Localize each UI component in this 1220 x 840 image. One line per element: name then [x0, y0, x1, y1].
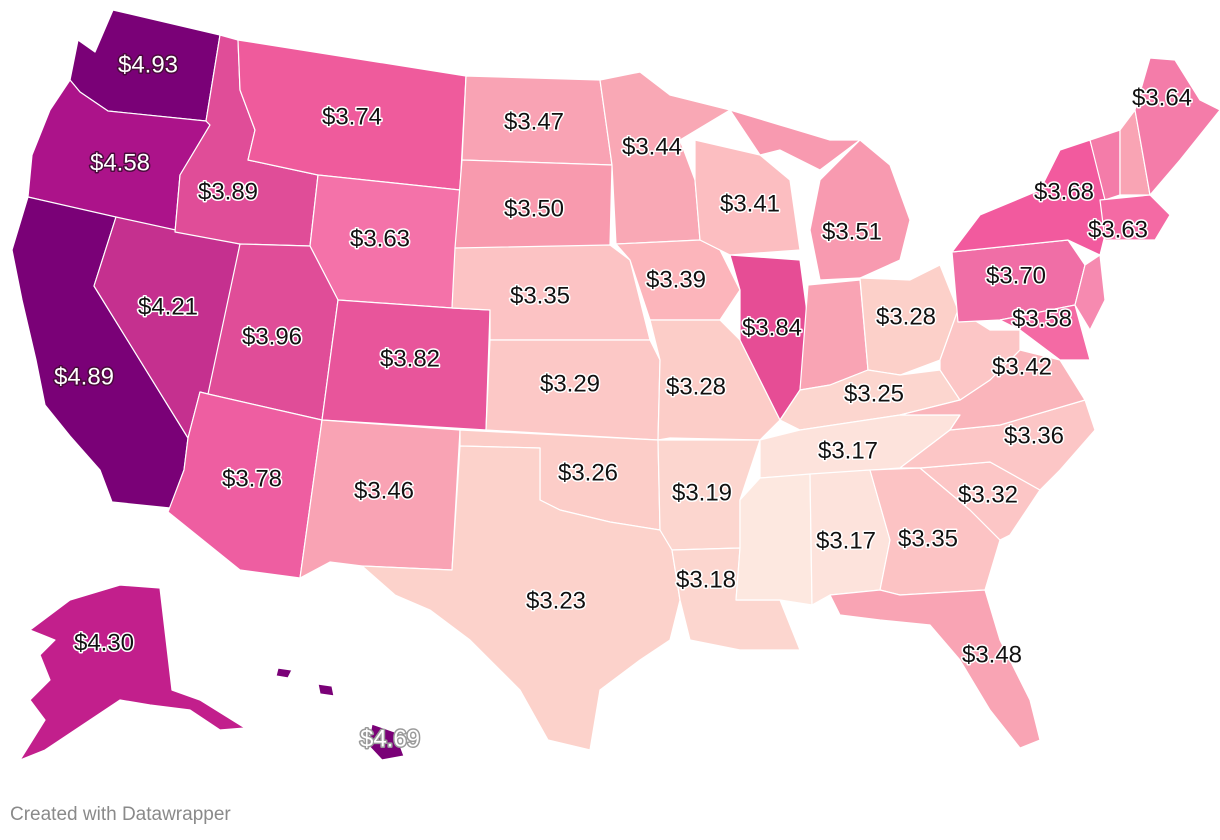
- price-label-WI: $3.41: [720, 190, 780, 217]
- price-label-OR: $4.58: [90, 149, 150, 176]
- price-label-NC: $3.36: [1004, 422, 1064, 449]
- price-label-CO: $3.82: [380, 345, 440, 372]
- price-label-WA: $4.93: [118, 51, 178, 78]
- price-label-LA: $3.18: [676, 566, 736, 593]
- price-label-IA: $3.39: [646, 266, 706, 293]
- state-FL[interactable]: [829, 589, 1041, 749]
- price-label-MO: $3.28: [666, 373, 726, 400]
- price-label-ID: $3.89: [198, 178, 258, 205]
- state-MI[interactable]: [809, 139, 911, 281]
- state-shapes: [11, 9, 1220, 761]
- state-ME[interactable]: [1134, 57, 1220, 196]
- price-label-PA: $3.70: [986, 262, 1046, 289]
- price-label-IL: $3.84: [742, 314, 802, 341]
- state-MI-upper[interactable]: [729, 109, 861, 171]
- price-label-MT: $3.74: [322, 103, 382, 130]
- state-MO[interactable]: [649, 319, 781, 441]
- price-label-ND: $3.47: [504, 108, 564, 135]
- price-label-TX: $3.23: [526, 587, 586, 614]
- state-HI[interactable]: [275, 667, 405, 761]
- price-label-KS: $3.29: [540, 370, 600, 397]
- price-label-CA: $4.89: [54, 363, 114, 390]
- price-label-NV: $4.21: [138, 293, 198, 320]
- price-label-NE: $3.35: [510, 282, 570, 309]
- price-label-VA: $3.42: [992, 353, 1052, 380]
- price-label-SC: $3.32: [958, 481, 1018, 508]
- price-label-AL: $3.17: [816, 527, 876, 554]
- state-MD[interactable]: [999, 304, 1091, 361]
- price-label-HI: $4.69: [360, 725, 420, 752]
- price-label-KY: $3.25: [844, 380, 904, 407]
- datawrapper-credit: Created with Datawrapper: [10, 804, 231, 825]
- state-MA[interactable]: [1099, 194, 1171, 241]
- price-label-UT: $3.96: [242, 323, 302, 350]
- price-labels: $4.93 $4.58 $4.89 $4.21 $3.89 $3.74 $3.63 $3.96…: [52, 50, 1193, 754]
- state-AK[interactable]: [19, 584, 246, 761]
- price-label-MA: $3.63: [1088, 216, 1148, 243]
- price-label-AK: $4.30: [74, 629, 134, 656]
- state-CO[interactable]: [321, 299, 491, 431]
- price-label-TN: $3.17: [818, 437, 878, 464]
- price-label-MD: $3.58: [1012, 305, 1072, 332]
- price-label-ME: $3.64: [1132, 84, 1192, 111]
- price-label-SD: $3.50: [504, 195, 564, 222]
- price-label-AZ: $3.78: [222, 465, 282, 492]
- price-label-NY: $3.68: [1034, 178, 1094, 205]
- state-MN[interactable]: [599, 71, 731, 245]
- price-label-GA: $3.35: [898, 525, 958, 552]
- price-label-MI: $3.51: [822, 218, 882, 245]
- state-MS[interactable]: [735, 473, 813, 606]
- price-label-OH: $3.28: [876, 303, 936, 330]
- price-label-NM: $3.46: [354, 477, 414, 504]
- price-label-FL: $3.48: [962, 641, 1022, 668]
- state-TX[interactable]: [361, 445, 681, 751]
- state-NJ[interactable]: [1074, 254, 1106, 331]
- price-label-AR: $3.19: [672, 479, 732, 506]
- price-label-MN: $3.44: [622, 133, 682, 160]
- price-label-WY: $3.63: [350, 225, 410, 252]
- price-label-OK: $3.26: [558, 459, 618, 486]
